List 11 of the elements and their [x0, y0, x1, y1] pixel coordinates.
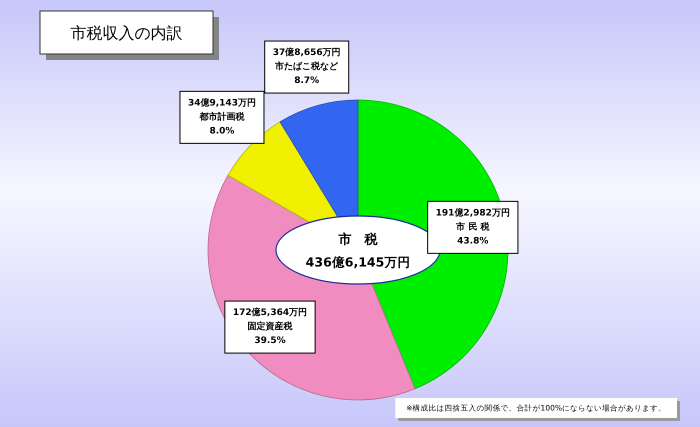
data-label: 39.5% [254, 336, 286, 346]
data-label: 43.8% [457, 236, 488, 246]
centre-title: 市 税 [338, 232, 378, 248]
data-label: 8.7% [294, 76, 320, 86]
slice-label: 都市計画税 [198, 111, 246, 122]
title: 市税収入の内訳 [70, 24, 182, 42]
data-label: 8.0% [209, 126, 234, 136]
slice-label: 固定資産税 [247, 321, 294, 332]
centre-total: 436億6,145万円 [306, 254, 410, 270]
slice-label: 市 民 税 [455, 221, 490, 232]
slice-label: 市たばこ税など [274, 61, 340, 72]
